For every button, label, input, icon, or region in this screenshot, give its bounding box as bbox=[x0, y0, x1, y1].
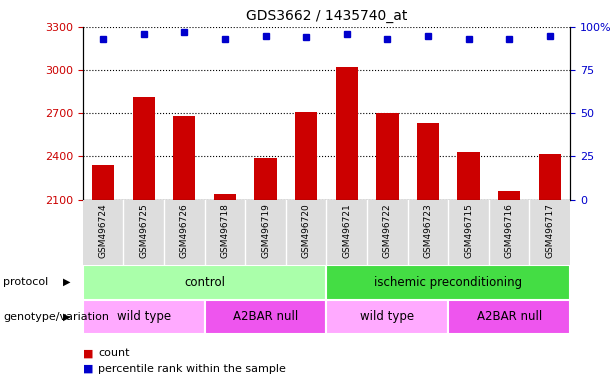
Text: GSM496715: GSM496715 bbox=[464, 203, 473, 258]
Bar bbox=[448, 300, 570, 334]
Bar bbox=[327, 300, 448, 334]
Text: GSM496720: GSM496720 bbox=[302, 203, 311, 258]
Bar bbox=[335, 67, 358, 384]
Bar bbox=[376, 113, 398, 384]
Text: A2BAR null: A2BAR null bbox=[233, 310, 298, 323]
Bar bbox=[498, 191, 520, 384]
Title: GDS3662 / 1435740_at: GDS3662 / 1435740_at bbox=[246, 9, 407, 23]
Bar bbox=[457, 152, 480, 384]
Bar bbox=[295, 112, 318, 384]
Bar bbox=[417, 123, 439, 384]
Text: GSM496724: GSM496724 bbox=[99, 203, 107, 258]
Text: ▶: ▶ bbox=[63, 277, 70, 287]
Text: ischemic preconditioning: ischemic preconditioning bbox=[374, 276, 522, 289]
Bar bbox=[539, 154, 561, 384]
Text: GSM496716: GSM496716 bbox=[504, 203, 514, 258]
Bar bbox=[92, 165, 114, 384]
Text: GSM496722: GSM496722 bbox=[383, 203, 392, 258]
Text: count: count bbox=[98, 348, 129, 358]
Text: ▶: ▶ bbox=[63, 312, 70, 322]
Text: GSM496725: GSM496725 bbox=[139, 203, 148, 258]
Bar bbox=[214, 194, 236, 384]
Text: GSM496726: GSM496726 bbox=[180, 203, 189, 258]
Bar bbox=[83, 300, 205, 334]
Text: GSM496718: GSM496718 bbox=[221, 203, 229, 258]
Bar bbox=[327, 265, 570, 300]
Text: genotype/variation: genotype/variation bbox=[3, 312, 109, 322]
Text: GSM496717: GSM496717 bbox=[546, 203, 554, 258]
Text: percentile rank within the sample: percentile rank within the sample bbox=[98, 364, 286, 374]
Bar bbox=[173, 116, 196, 384]
Text: control: control bbox=[184, 276, 225, 289]
Text: GSM496723: GSM496723 bbox=[424, 203, 432, 258]
Text: ■: ■ bbox=[83, 364, 93, 374]
Text: wild type: wild type bbox=[360, 310, 414, 323]
Bar bbox=[205, 300, 327, 334]
Text: GSM496719: GSM496719 bbox=[261, 203, 270, 258]
Text: GSM496721: GSM496721 bbox=[342, 203, 351, 258]
Text: protocol: protocol bbox=[3, 277, 48, 287]
Bar bbox=[83, 265, 327, 300]
Bar bbox=[132, 98, 155, 384]
Bar bbox=[254, 158, 276, 384]
Text: A2BAR null: A2BAR null bbox=[476, 310, 542, 323]
Text: wild type: wild type bbox=[116, 310, 171, 323]
Text: ■: ■ bbox=[83, 348, 93, 358]
